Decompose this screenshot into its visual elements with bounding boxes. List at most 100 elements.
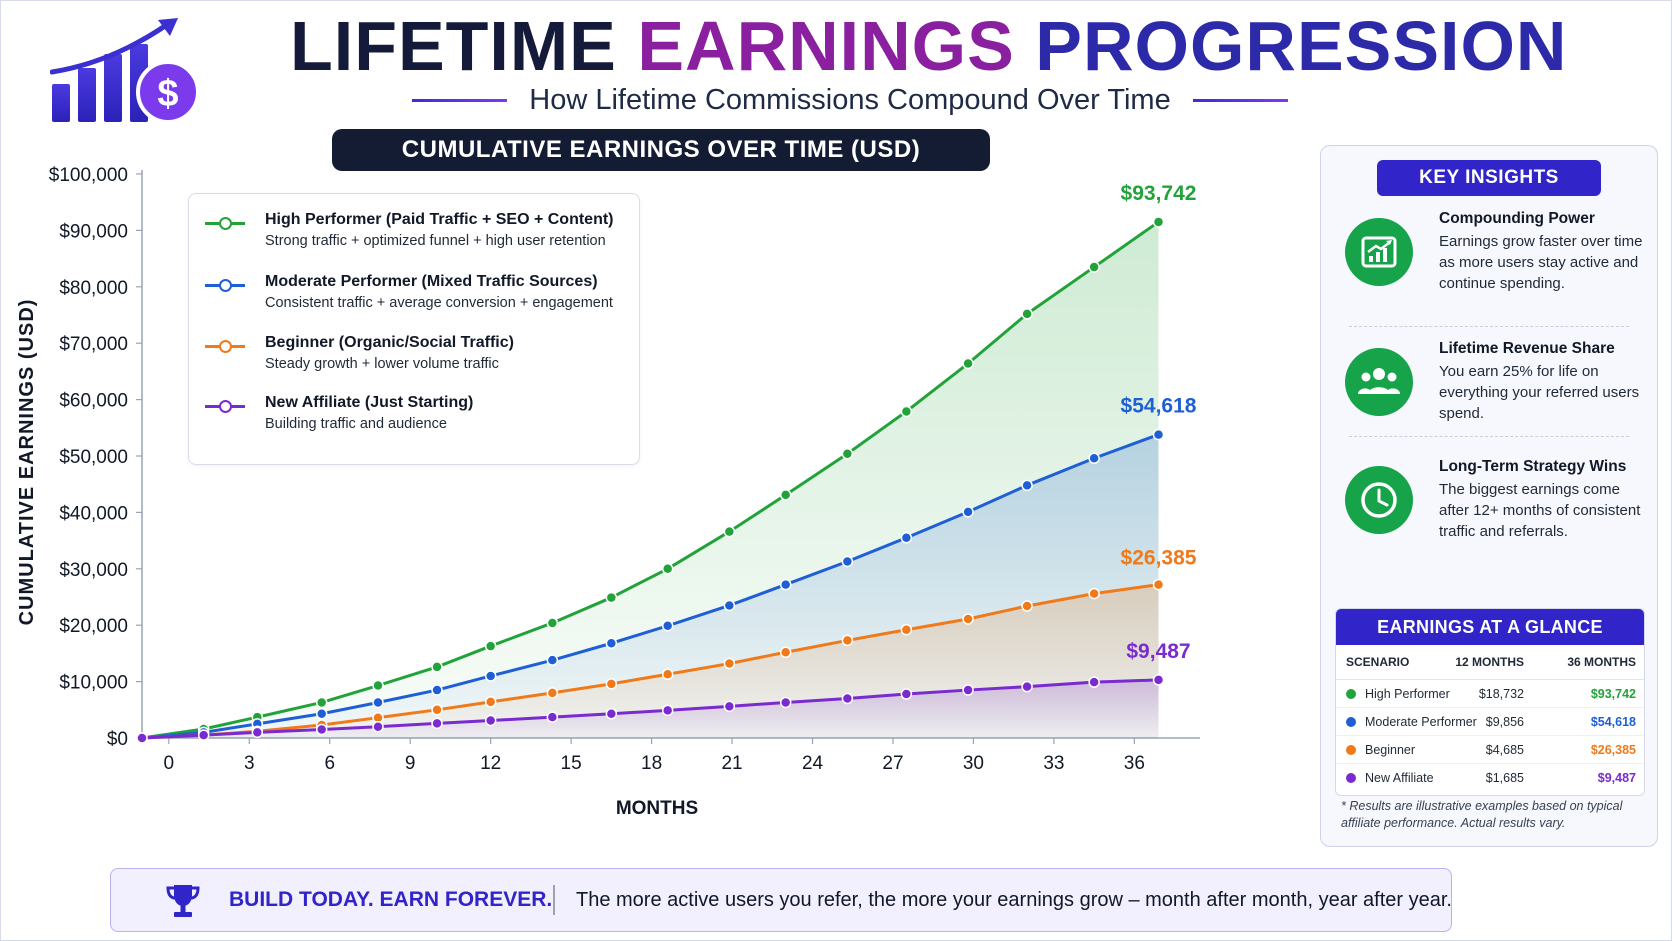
value-36-months: $26,385 [1590,742,1636,757]
data-point [1021,600,1033,612]
data-point [431,717,443,730]
data-point [900,623,913,636]
subtitle-rule-left [412,98,508,102]
data-point [546,687,559,699]
y-tick-label: $30,000 [59,560,128,581]
data-point [1088,261,1100,273]
legend-swatch [205,279,245,292]
clock-icon [1345,466,1413,534]
data-point [1152,578,1165,591]
data-point [723,657,736,670]
data-point [661,563,674,575]
scenario-dot [1346,688,1356,699]
value-12-months: $4,685 [1485,742,1524,757]
x-tick-label: 15 [561,753,582,774]
data-point [372,696,384,709]
users-icon [1345,348,1413,416]
insight-long-term: Long-Term Strategy Wins The biggest earn… [1321,458,1657,578]
x-tick-label: 24 [802,753,824,774]
trophy-icon [166,885,200,917]
legend-description: Consistent traffic + average conversion … [265,295,613,311]
data-point [779,646,792,659]
banner-headline: BUILD TODAY. EARN FOREVER. [229,888,553,911]
data-point [546,617,559,629]
page-subtitle: How Lifetime Commissions Compound Over T… [529,83,1171,116]
legend-description: Building traffic and audience [265,416,447,432]
legend-item: Moderate Performer (Mixed Traffic Source… [205,273,635,323]
scenario-name: New Affiliate [1365,770,1434,785]
y-tick-label: $80,000 [59,278,128,299]
data-point [484,640,497,652]
y-tick-label: $0 [107,729,128,750]
insight-title: Long-Term Strategy Wins [1439,458,1627,475]
insight-text: Earnings grow faster over time as more u… [1439,233,1643,292]
data-point [962,506,974,518]
value-12-months: $9,856 [1485,714,1524,729]
title-part-1: LIFETIME [290,7,617,85]
data-point [605,637,618,649]
data-point [661,668,674,681]
scenario-dot [1346,744,1356,755]
x-tick-label: 0 [164,753,175,774]
bar-chart-dollar-icon: $ [50,18,200,124]
data-point [484,714,497,727]
scenario-name: Beginner [1365,742,1416,757]
data-point [484,696,497,708]
data-point [661,704,674,717]
data-point [546,654,559,666]
legend-swatch [205,217,245,230]
subtitle-row: How Lifetime Commissions Compound Over T… [400,80,1300,120]
chart-legend: High Performer (Paid Traffic + SEO + Con… [188,193,640,465]
data-point [841,634,854,647]
data-point [723,700,736,713]
x-tick-label: 6 [324,753,335,774]
data-point [962,684,974,696]
insight-revenue-share: Lifetime Revenue Share You earn 25% for … [1321,340,1657,460]
legend-description: Steady growth + lower volume traffic [265,356,499,372]
chart-heading: CUMULATIVE EARNINGS OVER TIME (USD) [332,129,990,171]
data-point [1152,428,1165,441]
y-tick-label: $40,000 [59,503,128,524]
title-part-2: EARNINGS [637,7,1015,85]
legend-label: High Performer (Paid Traffic + SEO + Con… [265,211,614,228]
glance-heading: EARNINGS AT A GLANCE [1336,609,1644,645]
bottom-banner: BUILD TODAY. EARN FOREVER. The more acti… [110,868,1452,932]
data-point [723,525,736,538]
data-point [723,599,736,612]
scenario-dot [1346,772,1356,783]
data-point [1152,216,1165,228]
x-axis-label: MONTHS [616,798,698,819]
table-row: New Affiliate $1,685 $9,487 [1336,764,1644,791]
x-tick-label: 21 [721,753,742,774]
key-insights-heading: KEY INSIGHTS [1377,160,1601,196]
column-header: SCENARIO [1346,655,1410,669]
subtitle-rule-right [1192,98,1288,102]
insight-title: Compounding Power [1439,210,1595,227]
banner-divider [553,885,555,915]
end-value-label: $26,385 [1121,547,1197,570]
data-point [431,704,443,716]
data-point [661,620,674,632]
data-point [136,732,148,744]
legend-item: Beginner (Organic/Social Traffic) Steady … [205,334,635,384]
y-tick-label: $70,000 [59,334,128,355]
data-point [1021,308,1033,320]
legend-item: High Performer (Paid Traffic + SEO + Con… [205,211,635,261]
data-point [779,578,792,591]
scenario-name: High Performer [1365,686,1450,701]
divider [1349,326,1629,327]
x-tick-label: 36 [1124,753,1145,774]
insights-panel: KEY INSIGHTS Compounding Power Earnings … [1320,145,1658,847]
insight-text: You earn 25% for life on everything your… [1439,363,1640,422]
table-row: High Performer $18,732 $93,742 [1336,680,1644,708]
series-line [141,220,1160,740]
data-point [605,591,618,604]
data-point [372,679,384,692]
data-point [779,489,792,501]
y-tick-label: $10,000 [59,673,128,694]
data-point [431,684,443,696]
data-point [1088,676,1100,688]
value-36-months: $9,487 [1597,770,1636,785]
scenario-dot [1346,716,1356,727]
x-tick-label: 12 [480,753,501,774]
